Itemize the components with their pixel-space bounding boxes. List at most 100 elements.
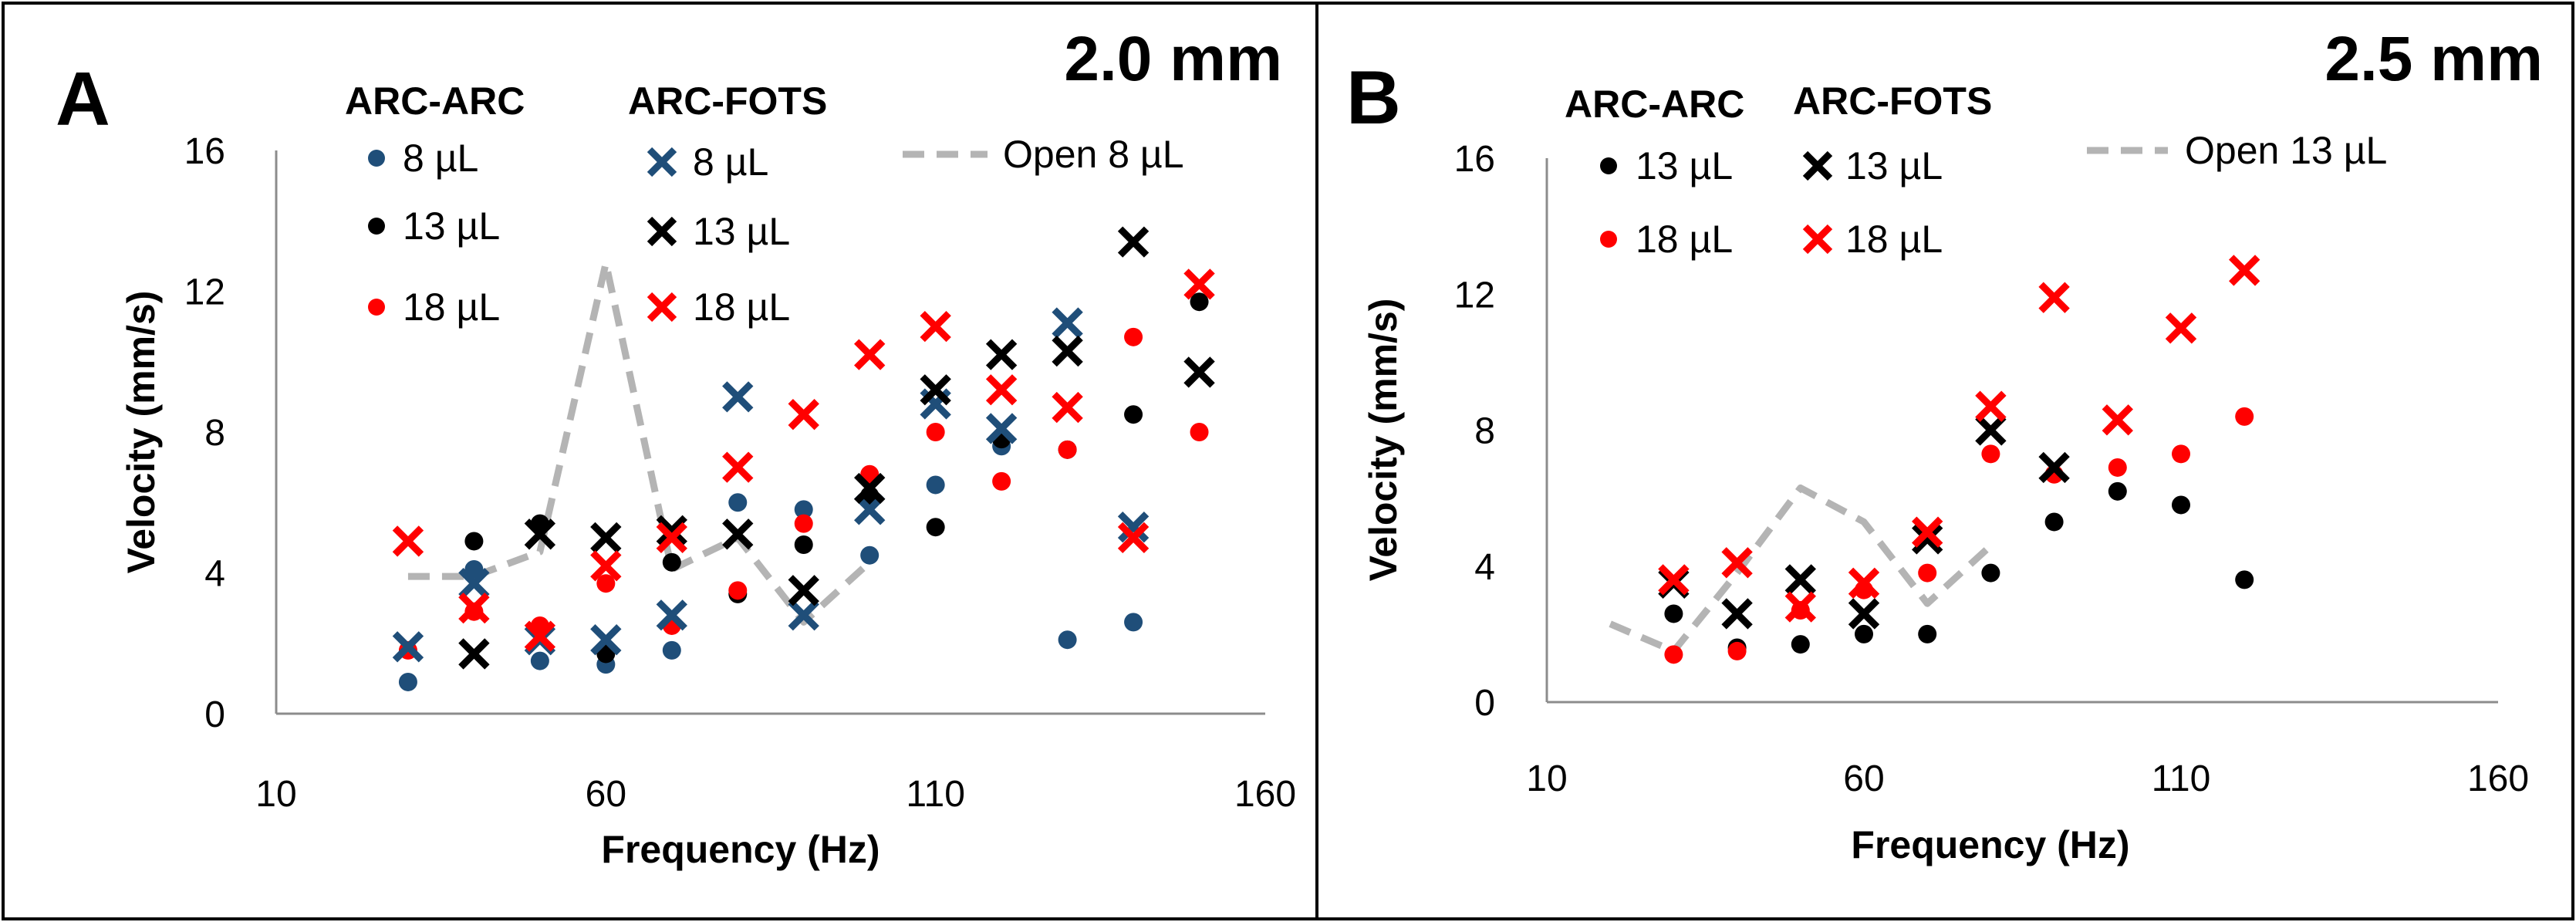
point-arc-arc-13-ul bbox=[1791, 635, 1810, 654]
legend-label-arc-arc-13-ul: 13 µL bbox=[403, 204, 500, 248]
point-arc-fots-13-ul bbox=[1183, 356, 1215, 388]
point-arc-arc-13-ul bbox=[2044, 512, 2064, 532]
point-arc-arc-13-ul bbox=[2108, 481, 2127, 501]
point-arc-fots-13-ul bbox=[458, 638, 490, 670]
legend-label-arc-fots-8-ul: 8 µL bbox=[693, 140, 768, 184]
point-arc-fots-18-ul bbox=[1117, 522, 1150, 554]
x-stroke bbox=[985, 339, 1018, 370]
point-arc-arc-8-ul bbox=[860, 545, 879, 565]
x-stroke bbox=[392, 525, 424, 557]
point-arc-fots-13-ul bbox=[788, 575, 819, 606]
x-stroke bbox=[1975, 414, 2007, 446]
point-arc-fots-18-ul bbox=[920, 310, 951, 343]
legend-label-arc-fots-18-ul: 18 µL bbox=[1845, 218, 1943, 261]
point-arc-fots-18-ul bbox=[590, 550, 622, 582]
y-tick-label: 4 bbox=[204, 554, 225, 595]
point-arc-arc-13-ul bbox=[2172, 495, 2190, 515]
y-tick-label: 0 bbox=[204, 694, 225, 735]
point-arc-fots-8-ul bbox=[590, 624, 622, 656]
x-axis-title: Frequency (Hz) bbox=[1851, 823, 2129, 866]
legend-swatch-arc-fots-13-ul bbox=[647, 216, 677, 247]
point-arc-fots-13-ul bbox=[1848, 598, 1880, 630]
x-stroke bbox=[590, 550, 622, 582]
point-arc-arc-13-ul bbox=[1124, 405, 1143, 424]
x-tick-label: 160 bbox=[1234, 774, 1296, 815]
point-arc-fots-13-ul bbox=[1052, 335, 1083, 367]
x-stroke bbox=[788, 575, 819, 606]
group-header-arc-fots: ARC-FOTS bbox=[628, 79, 827, 123]
x-stroke bbox=[854, 472, 886, 505]
y-tick-label: 16 bbox=[184, 131, 225, 172]
group-header-arc-fots: ARC-FOTS bbox=[1793, 79, 1992, 123]
x-stroke bbox=[920, 310, 951, 343]
x-tick-label: 110 bbox=[2152, 758, 2211, 799]
x-stroke bbox=[722, 381, 754, 413]
y-axis-title: Velocity (mm/s) bbox=[1362, 299, 1405, 582]
legend-label-arc-fots-13-ul: 13 µL bbox=[1845, 144, 1943, 187]
point-arc-fots-13-ul bbox=[1784, 564, 1816, 596]
x-stroke bbox=[1721, 547, 1753, 579]
point-arc-fots-8-ul bbox=[985, 413, 1018, 444]
point-arc-fots-18-ul bbox=[2165, 312, 2197, 344]
x-stroke bbox=[1117, 512, 1150, 543]
x-stroke bbox=[1848, 598, 1880, 630]
x-stroke bbox=[458, 568, 490, 599]
point-arc-fots-13-ul bbox=[524, 518, 556, 550]
point-arc-fots-18-ul bbox=[1052, 391, 1083, 424]
x-stroke bbox=[656, 522, 687, 554]
panel-b: B 2.5 mm ARC-ARC ARC-FOTS 10 60 110 1600481… bbox=[1346, 24, 2543, 866]
x-stroke bbox=[1052, 307, 1083, 339]
point-arc-arc-18-ul bbox=[1918, 563, 1937, 583]
point-arc-fots-18-ul bbox=[392, 525, 424, 557]
point-arc-arc-13-ul bbox=[1918, 624, 1937, 643]
point-arc-fots-13-ul bbox=[722, 518, 754, 550]
legend-swatch-arc-fots-13-ul bbox=[1802, 150, 1833, 181]
point-arc-fots-18-ul bbox=[722, 451, 754, 483]
panel-label: B bbox=[1346, 55, 1401, 140]
x-stroke bbox=[2102, 404, 2133, 436]
point-arc-fots-13-ul bbox=[1117, 226, 1150, 258]
x-axis-title: Frequency (Hz) bbox=[601, 828, 879, 871]
x-stroke bbox=[524, 620, 556, 652]
point-arc-fots-13-ul bbox=[1975, 414, 2007, 446]
legend-swatch-arc-arc-13-ul bbox=[368, 218, 385, 235]
point-arc-fots-18-ul bbox=[1721, 547, 1753, 579]
point-arc-fots-8-ul bbox=[788, 599, 819, 631]
point-arc-arc-18-ul bbox=[1124, 327, 1143, 346]
point-arc-arc-8-ul bbox=[1124, 613, 1143, 632]
point-arc-arc-18-ul bbox=[2172, 444, 2190, 464]
point-arc-arc-13-ul bbox=[464, 532, 484, 551]
x-stroke bbox=[985, 413, 1018, 444]
point-arc-arc-18-ul bbox=[728, 581, 748, 600]
legend-label-arc-arc-13-ul: 13 µL bbox=[1636, 144, 1733, 187]
x-stroke bbox=[722, 518, 754, 550]
point-arc-fots-18-ul bbox=[1658, 564, 1690, 596]
x-stroke bbox=[854, 339, 886, 370]
point-arc-arc-18-ul bbox=[1190, 423, 1209, 441]
point-arc-fots-13-ul bbox=[854, 472, 886, 505]
x-stroke bbox=[1117, 226, 1150, 258]
point-arc-fots-18-ul bbox=[458, 592, 490, 624]
y-tick-label: 12 bbox=[1454, 275, 1495, 316]
point-arc-arc-13-ul bbox=[2235, 570, 2254, 589]
legend-label-open-open-13-ul: Open 13 µL bbox=[2185, 129, 2387, 172]
x-stroke bbox=[1721, 598, 1753, 630]
legend-swatch-arc-fots-8-ul bbox=[647, 147, 677, 177]
point-arc-arc-18-ul bbox=[2108, 458, 2127, 477]
point-arc-fots-18-ul bbox=[854, 339, 886, 370]
x-stroke bbox=[2229, 255, 2260, 286]
x-tick-label: 10 bbox=[1526, 758, 1567, 799]
legend-label-open-open-8-ul: Open 8 µL bbox=[1003, 133, 1184, 176]
x-stroke bbox=[788, 599, 819, 631]
x-stroke bbox=[722, 451, 754, 483]
panel-size-label: 2.0 mm bbox=[1064, 24, 1282, 94]
y-tick-label: 4 bbox=[1474, 547, 1495, 588]
legend-label-arc-arc-18-ul: 18 µL bbox=[1636, 218, 1733, 261]
x-stroke bbox=[985, 374, 1018, 406]
y-tick-label: 8 bbox=[204, 413, 225, 454]
legend-label-arc-fots-13-ul: 13 µL bbox=[693, 210, 790, 253]
x-tick-label: 10 bbox=[255, 774, 296, 815]
point-arc-arc-8-ul bbox=[794, 500, 813, 519]
y-tick-label: 16 bbox=[1454, 139, 1495, 180]
